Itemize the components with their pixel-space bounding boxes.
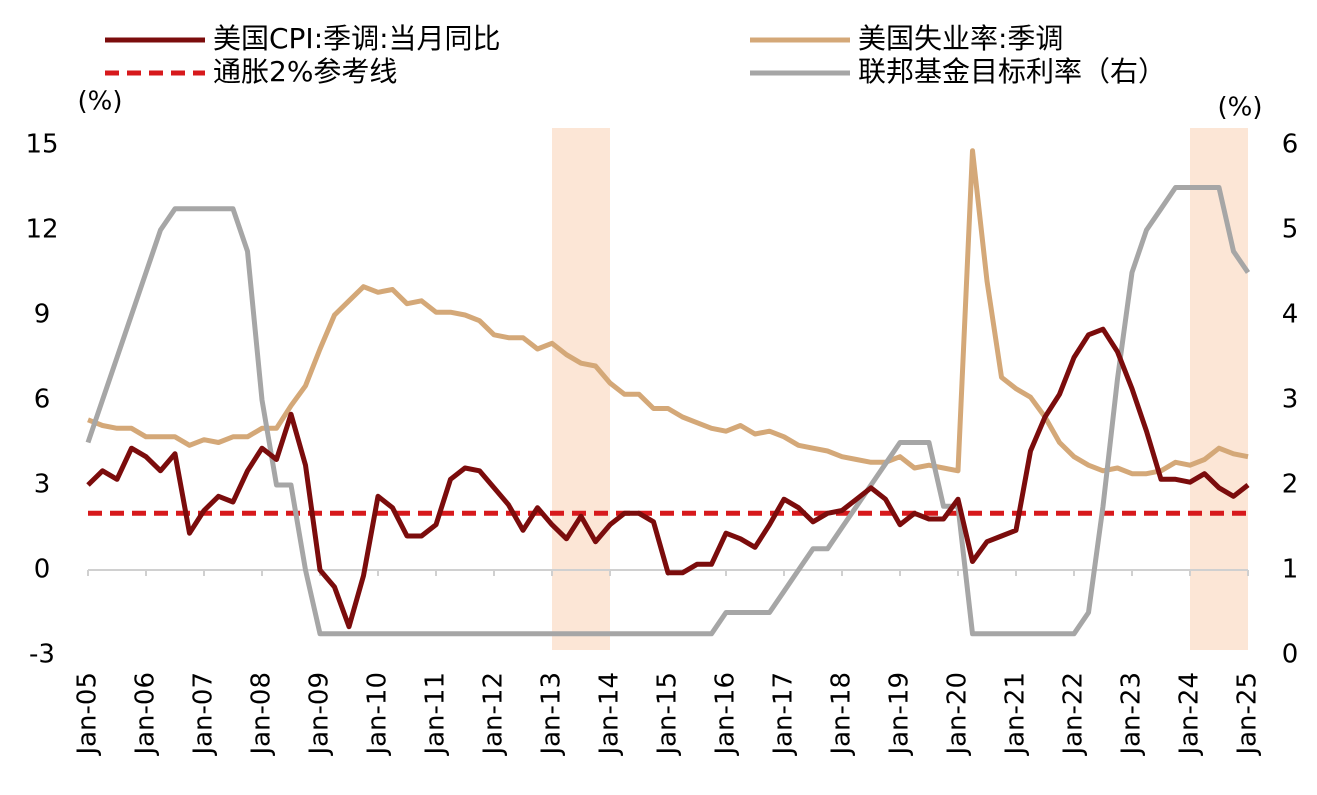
- x-tick-label: Jan-11: [421, 672, 451, 757]
- x-tick-label: Jan-24: [1175, 672, 1205, 757]
- y-axis-unit: (%): [78, 87, 123, 117]
- x-tick-label: Jan-12: [479, 672, 509, 757]
- legend-label: 联邦基金目标利率（右）: [858, 55, 1166, 88]
- y-tick-label: 15: [25, 130, 58, 160]
- y-tick-label: 0: [34, 555, 51, 585]
- y2-tick-label: 5: [1282, 215, 1299, 245]
- x-tick-label: Jan-15: [653, 672, 683, 757]
- y2-tick-label: 3: [1282, 385, 1299, 415]
- x-tick-label: Jan-25: [1233, 672, 1263, 757]
- x-tick-label: Jan-08: [247, 672, 277, 757]
- y-tick-label: 3: [34, 470, 51, 500]
- x-tick-label: Jan-13: [537, 672, 567, 757]
- x-tick-label: Jan-22: [1059, 672, 1089, 757]
- x-tick-label: Jan-09: [305, 672, 335, 757]
- legend-label: 通胀2%参考线: [213, 55, 397, 88]
- series-line: [87, 148, 1249, 477]
- series-line: [85, 185, 1251, 637]
- x-tick-label: Jan-21: [1001, 672, 1031, 757]
- y-tick-label: -3: [29, 640, 55, 670]
- x-tick-label: Jan-23: [1117, 672, 1147, 757]
- y-tick-label: 6: [34, 385, 51, 415]
- y2-axis-unit: (%): [1218, 93, 1263, 123]
- legend-label: 美国失业率:季调: [858, 22, 1063, 55]
- series-line: [86, 326, 1250, 630]
- legend-label: 美国CPI:季调:当月同比: [213, 22, 501, 55]
- x-tick-label: Jan-20: [943, 672, 973, 757]
- y2-tick-label: 4: [1282, 300, 1299, 330]
- y2-tick-label: 0: [1282, 640, 1299, 670]
- y2-tick-label: 6: [1282, 130, 1299, 160]
- x-tick-label: Jan-17: [769, 672, 799, 757]
- x-tick-label: Jan-05: [73, 672, 103, 757]
- x-tick-label: Jan-10: [363, 672, 393, 757]
- highlight-range: [552, 128, 610, 650]
- x-tick-label: Jan-07: [189, 672, 219, 757]
- x-tick-label: Jan-18: [827, 672, 857, 757]
- y2-tick-label: 1: [1282, 555, 1299, 585]
- x-tick-label: Jan-14: [595, 672, 625, 757]
- y2-tick-label: 2: [1282, 470, 1299, 500]
- y-tick-label: 12: [25, 215, 58, 245]
- y-tick-label: 9: [34, 300, 51, 330]
- highlight-range: [1190, 128, 1248, 650]
- x-tick-label: Jan-19: [885, 672, 915, 757]
- x-tick-label: Jan-16: [711, 672, 741, 757]
- x-tick-label: Jan-06: [131, 672, 161, 757]
